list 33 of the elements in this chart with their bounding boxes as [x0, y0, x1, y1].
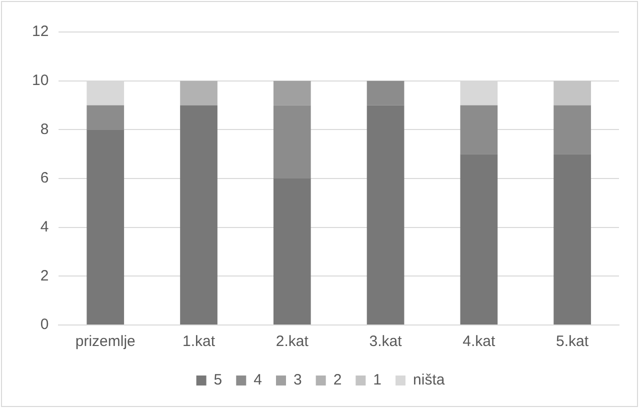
- x-tick-label: 4.kat: [462, 333, 496, 350]
- y-tick-label: 0: [40, 316, 49, 334]
- bar: [273, 105, 311, 178]
- legend-label: 3: [293, 372, 302, 389]
- y-tick-label: 8: [40, 120, 49, 138]
- legend-label: ništa: [413, 372, 446, 389]
- bar: [180, 80, 218, 106]
- x-tick-label: prizemlje: [75, 333, 136, 350]
- y-tick-label: 10: [32, 72, 49, 89]
- y-tick-label: 6: [40, 170, 49, 187]
- bar: [460, 154, 498, 324]
- x-tick-label: 1.kat: [182, 333, 216, 350]
- y-tick-label: 2: [40, 267, 49, 284]
- bar: [554, 154, 591, 324]
- bar: [366, 105, 404, 324]
- y-tick-label: 12: [32, 23, 49, 40]
- bar: [554, 105, 591, 154]
- bar: [460, 105, 498, 154]
- bar: [180, 105, 218, 324]
- legend-label: 2: [333, 372, 342, 389]
- x-tick-label: 2.kat: [276, 333, 310, 350]
- bar: [273, 80, 311, 106]
- bar: [86, 105, 124, 130]
- bar: [273, 178, 311, 324]
- y-tick-label: 4: [40, 218, 49, 236]
- bar: [554, 80, 591, 106]
- bar: [86, 130, 124, 324]
- legend-label: 5: [214, 372, 222, 389]
- legend-label: 4: [254, 372, 262, 389]
- x-tick-label: 3.kat: [369, 333, 403, 350]
- bar: [366, 80, 404, 106]
- x-tick-label: 5.kat: [556, 333, 590, 350]
- legend-label: 1: [373, 372, 382, 389]
